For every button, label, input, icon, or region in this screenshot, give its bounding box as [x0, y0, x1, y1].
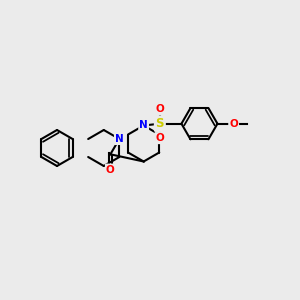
Text: N: N [115, 134, 124, 144]
Text: O: O [155, 133, 164, 143]
Text: O: O [229, 119, 238, 129]
Text: N: N [139, 121, 148, 130]
Text: O: O [155, 104, 164, 114]
Text: S: S [156, 117, 164, 130]
Text: O: O [106, 165, 115, 175]
